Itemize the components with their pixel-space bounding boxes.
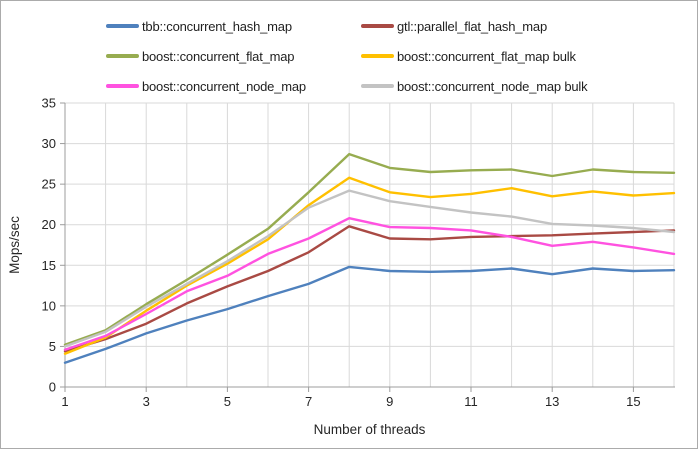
- y-tick-label: 25: [42, 177, 56, 192]
- series-line-3: [63, 176, 676, 355]
- x-tick-label: 13: [545, 394, 559, 409]
- legend-item-3: boost::concurrent_flat_map bulk: [361, 41, 587, 71]
- legend-label: gtl::parallel_flat_hash_map: [397, 18, 547, 34]
- y-tick-label: 35: [42, 96, 56, 111]
- series-line-5: [63, 189, 676, 348]
- y-tick-label: 5: [49, 339, 56, 354]
- series-line-1: [63, 225, 676, 353]
- legend-label: boost::concurrent_flat_map bulk: [397, 48, 576, 64]
- y-axis-title: Mops/sec: [7, 216, 22, 274]
- legend-swatch-line: [361, 54, 394, 58]
- x-tick-label: 5: [224, 394, 231, 409]
- legend-label: boost::concurrent_flat_map: [142, 48, 295, 64]
- legend-label: tbb::concurrent_hash_map: [142, 18, 292, 34]
- legend-item-0: tbb::concurrent_hash_map: [106, 11, 361, 41]
- x-tick-label: 9: [386, 394, 393, 409]
- legend-item-1: gtl::parallel_flat_hash_map: [361, 11, 587, 41]
- legend-swatch-line: [361, 24, 394, 28]
- x-tick-label: 3: [143, 394, 150, 409]
- chart-legend: tbb::concurrent_hash_map gtl::parallel_fl…: [106, 11, 588, 101]
- legend-label: boost::concurrent_node_map: [142, 78, 306, 94]
- legend-swatch-line: [106, 54, 139, 58]
- y-tick-label: 20: [42, 217, 56, 232]
- x-tick-label: 11: [464, 394, 478, 409]
- y-tick-label: 15: [42, 258, 56, 273]
- y-tick-label: 0: [49, 380, 56, 395]
- y-tick-label: 30: [42, 136, 56, 151]
- legend-swatch-line: [361, 84, 394, 88]
- legend-swatch-line: [106, 24, 139, 28]
- x-tick-label: 15: [626, 394, 640, 409]
- legend-item-5: boost::concurrent_node_map bulk: [361, 71, 588, 101]
- legend-item-2: boost::concurrent_flat_map: [106, 41, 361, 71]
- series-line-4: [63, 216, 676, 351]
- legend-item-4: boost::concurrent_node_map: [106, 71, 361, 101]
- y-tick-label: 10: [42, 298, 56, 313]
- legend-swatch-line: [106, 84, 139, 88]
- x-axis-title: Number of threads: [314, 422, 426, 437]
- legend-label: boost::concurrent_node_map bulk: [397, 78, 588, 94]
- x-tick-label: 1: [61, 394, 68, 409]
- x-tick-label: 7: [305, 394, 312, 409]
- series-line-2: [63, 152, 676, 346]
- series-line-0: [63, 265, 676, 364]
